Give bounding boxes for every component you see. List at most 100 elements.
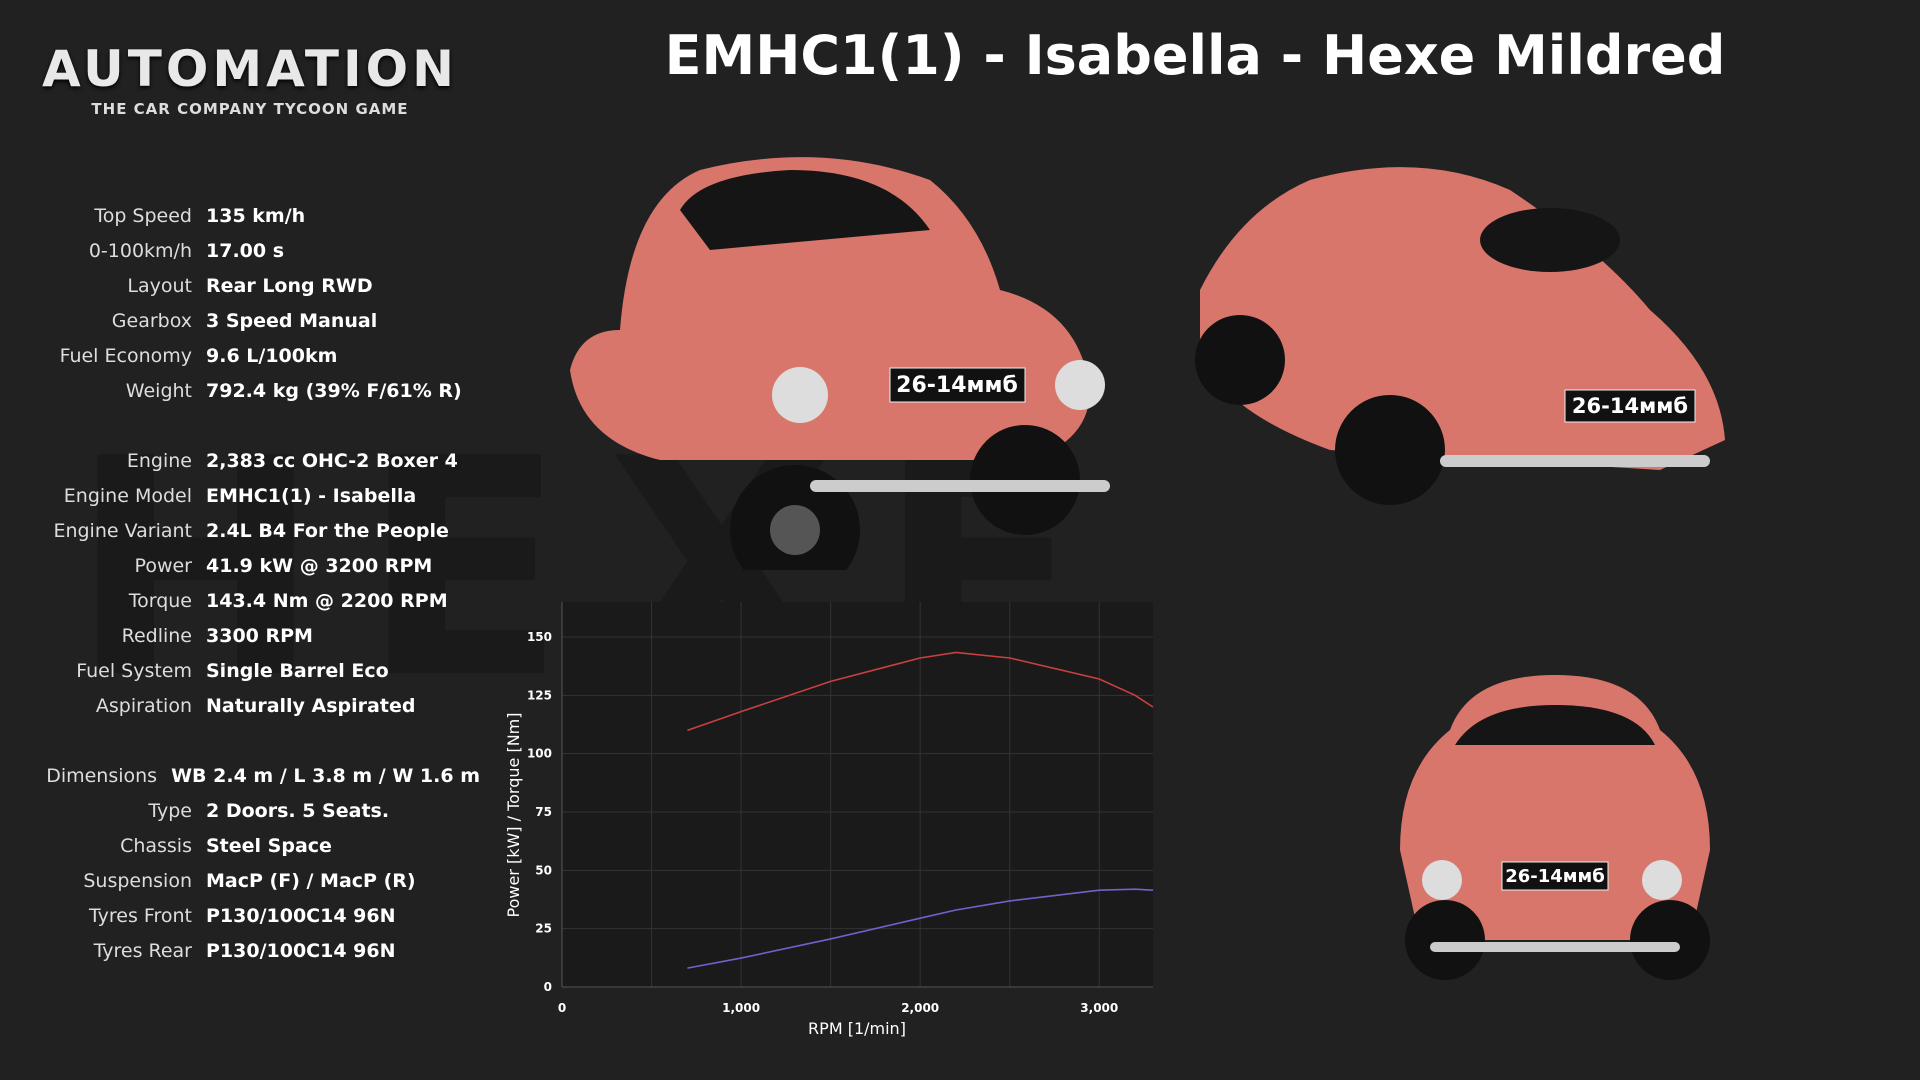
spec-value: 135 km/h <box>206 204 306 227</box>
title: EMHC1(1) - Isabella - Hexe Mildred <box>664 24 1726 87</box>
series-line <box>687 888 1154 969</box>
spec-value: P130/100C14 96N <box>206 939 396 962</box>
spec-row: Tyres Rear P130/100C14 96N <box>0 933 480 968</box>
car-front-view: 26-14ммб <box>570 157 1110 570</box>
car-front-small: 26-14ммб <box>1400 675 1710 980</box>
spec-row: Engine Model EMHC1(1) - Isabella <box>0 478 480 513</box>
spec-value: 2,383 cc OHC-2 Boxer 4 <box>206 449 458 472</box>
spec-label: Engine Model <box>63 484 192 507</box>
logo-subtitle: THE CAR COMPANY TYCOON GAME <box>91 100 409 118</box>
spec-row: Engine Variant 2.4L B4 For the People <box>0 513 480 548</box>
spec-value: EMHC1(1) - Isabella <box>206 484 417 507</box>
bumper <box>1430 942 1680 952</box>
y-tick-label: 75 <box>535 805 552 819</box>
spec-label: Engine Variant <box>53 519 192 542</box>
y-tick-label: 100 <box>527 747 552 761</box>
logo: AUTOMATION THE CAR COMPANY TYCOON GAME <box>40 40 460 118</box>
y-tick-label: 0 <box>544 980 552 994</box>
spec-label: Power <box>134 554 192 577</box>
spec-row: Layout Rear Long RWD <box>0 268 480 303</box>
y-tick-label: 150 <box>527 630 552 644</box>
spec-value: MacP (F) / MacP (R) <box>206 869 416 892</box>
plate-text: 26-14ммб <box>896 373 1018 398</box>
spec-value: 41.9 kW @ 3200 RPM <box>206 554 433 577</box>
bumper <box>1440 455 1710 467</box>
spec-label: Fuel System <box>76 659 192 682</box>
spec-label: Top Speed <box>94 204 192 227</box>
spec-label: Gearbox <box>111 309 192 332</box>
spec-value: 143.4 Nm @ 2200 RPM <box>206 589 448 612</box>
wheel <box>1405 900 1485 980</box>
logo-text: AUTOMATION <box>41 40 458 98</box>
hubcap <box>770 505 820 555</box>
spec-row: Chassis Steel Space <box>0 828 480 863</box>
windshield <box>680 170 930 250</box>
spec-value: 2.4L B4 For the People <box>206 519 449 542</box>
spec-row: Fuel System Single Barrel Eco <box>0 653 480 688</box>
spec-label: Type <box>148 799 192 822</box>
spec-value: WB 2.4 m / L 3.8 m / W 1.6 m <box>171 764 480 787</box>
plate-text: 26-14ммб <box>1505 866 1605 887</box>
wheel <box>1195 315 1285 405</box>
spec-label: Tyres Rear <box>93 939 192 962</box>
spec-row: Power 41.9 kW @ 3200 RPM <box>0 548 480 583</box>
spec-row: Type 2 Doors. 5 Seats. <box>0 793 480 828</box>
spec-label: Layout <box>127 274 192 297</box>
headlight <box>1055 360 1105 410</box>
windshield <box>1455 705 1655 745</box>
spec-value: 2 Doors. 5 Seats. <box>206 799 390 822</box>
spec-label: Engine <box>126 449 192 472</box>
spec-row: Gearbox 3 Speed Manual <box>0 303 480 338</box>
spec-row: Tyres Front P130/100C14 96N <box>0 898 480 933</box>
spec-value: 3 Speed Manual <box>206 309 378 332</box>
wheel <box>1630 900 1710 980</box>
spec-row: Weight 792.4 kg (39% F/61% R) <box>0 373 480 408</box>
spec-label: Dimensions <box>46 764 158 787</box>
plate <box>1564 389 1696 423</box>
spec-list: Top Speed 135 km/h 0-100km/h 17.00 s Layout R… <box>0 198 480 968</box>
spec-value: 17.00 s <box>206 239 285 262</box>
wheel <box>1335 395 1445 505</box>
spec-value: Steel Space <box>206 834 332 857</box>
spec-label: Fuel Economy <box>59 344 192 367</box>
spec-label: Redline <box>121 624 192 647</box>
plate <box>889 367 1026 403</box>
car-rear-view: 26-14ммб <box>1195 167 1725 505</box>
series-line <box>687 651 1154 732</box>
bumper <box>810 480 1110 492</box>
y-tick-label: 50 <box>535 863 552 877</box>
spec-row: Dimensions WB 2.4 m / L 3.8 m / W 1.6 m <box>0 758 480 793</box>
spec-label: Weight <box>125 379 192 402</box>
plot-area <box>562 602 1153 987</box>
y-tick-label: 25 <box>535 922 552 936</box>
spec-row: Redline 3300 RPM <box>0 618 480 653</box>
y-axis-label: Power [kW] / Torque [Nm] <box>504 713 523 918</box>
plate-text: 26-14ммб <box>1572 394 1688 418</box>
spec-value: P130/100C14 96N <box>206 904 396 927</box>
x-axis-label: RPM [1/min] <box>808 1019 906 1038</box>
spec-value: Rear Long RWD <box>206 274 373 297</box>
x-tick-label: 2,000 <box>901 1001 939 1015</box>
spec-value: 792.4 kg (39% F/61% R) <box>206 379 462 402</box>
x-tick-label: 1,000 <box>722 1001 760 1015</box>
spec-row: Suspension MacP (F) / MacP (R) <box>0 863 480 898</box>
headlight <box>1422 860 1462 900</box>
spec-label: Tyres Front <box>89 904 192 927</box>
spec-row: Engine 2,383 cc OHC-2 Boxer 4 <box>0 443 480 478</box>
plate <box>1501 861 1609 891</box>
spec-value: 3300 RPM <box>206 624 313 647</box>
spec-label: Chassis <box>120 834 192 857</box>
x-tick-label: 0 <box>558 1001 566 1015</box>
spec-value: Naturally Aspirated <box>206 694 416 717</box>
spec-row: 0-100km/h 17.00 s <box>0 233 480 268</box>
headlight <box>1642 860 1682 900</box>
y-tick-label: 125 <box>527 688 552 702</box>
car-body <box>1200 167 1725 470</box>
spec-row: Aspiration Naturally Aspirated <box>0 688 480 723</box>
spec-row: Fuel Economy 9.6 L/100km <box>0 338 480 373</box>
spec-row: Torque 143.4 Nm @ 2200 RPM <box>0 583 480 618</box>
headlight <box>772 367 828 423</box>
spec-row: Top Speed 135 km/h <box>0 198 480 233</box>
spec-value: 9.6 L/100km <box>206 344 338 367</box>
